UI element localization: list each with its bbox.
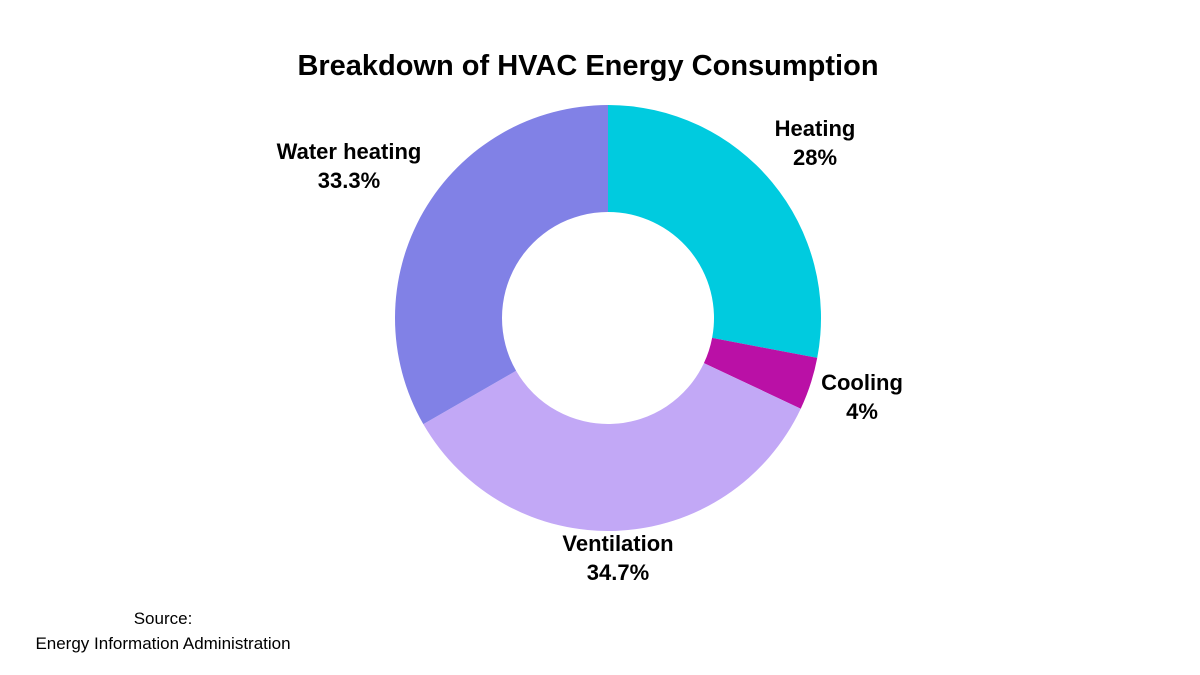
slice-ventilation: [423, 363, 801, 531]
source-note: Source: Energy Information Administratio…: [0, 606, 326, 656]
source-name: Energy Information Administration: [35, 634, 291, 653]
slice-label-ventilation: Ventilation: [562, 531, 673, 556]
slice-value-cooling: 4%: [846, 399, 878, 424]
slice-value-water-heating: 33.3%: [318, 168, 380, 193]
slice-label-cooling: Cooling: [821, 370, 903, 395]
slice-label-heating: Heating: [775, 116, 856, 141]
slice-value-ventilation: 34.7%: [587, 560, 649, 585]
slice-heating: [608, 105, 821, 358]
slice-cooling: [703, 337, 818, 409]
source-heading: Source:: [133, 609, 193, 628]
slice-water-heating: [395, 105, 608, 425]
slice-label-water-heating: Water heating: [277, 139, 422, 164]
slice-value-heating: 28%: [793, 145, 837, 170]
chart-title: Breakdown of HVAC Energy Consumption: [297, 50, 879, 82]
